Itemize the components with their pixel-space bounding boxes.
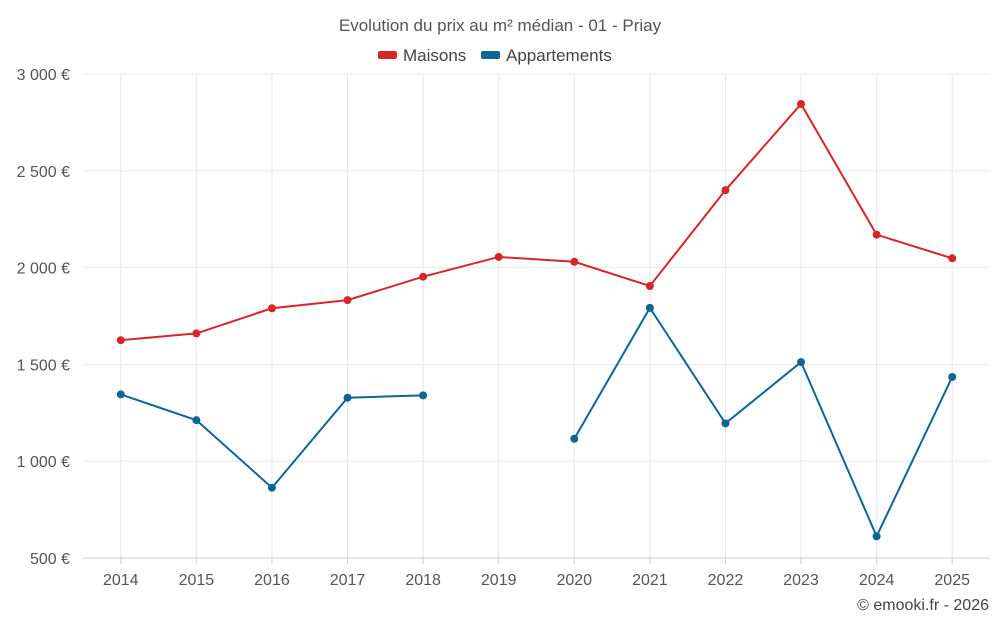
grid <box>83 73 990 558</box>
legend-label: Maisons <box>403 46 466 65</box>
x-tick-label: 2022 <box>708 572 744 589</box>
series-line <box>573 305 954 539</box>
data-point[interactable] <box>116 390 125 399</box>
data-point[interactable] <box>872 532 881 541</box>
x-tick-label: 2023 <box>783 572 819 589</box>
data-point[interactable] <box>645 281 654 290</box>
x-tick-label: 2019 <box>481 572 517 589</box>
x-tick-label: 2016 <box>254 572 290 589</box>
x-tick-label: 2025 <box>934 572 970 589</box>
data-point[interactable] <box>872 230 881 239</box>
series-line <box>120 102 953 342</box>
data-point[interactable] <box>721 186 730 195</box>
series-appartements <box>116 303 957 541</box>
data-point[interactable] <box>570 434 579 443</box>
x-tick-label: 2020 <box>556 572 592 589</box>
chart-title: Evolution du prix au m² médian - 01 - Pr… <box>339 16 662 35</box>
data-point[interactable] <box>419 272 428 281</box>
legend-swatch <box>481 51 500 59</box>
data-point[interactable] <box>343 296 352 305</box>
data-point[interactable] <box>192 416 201 425</box>
data-point[interactable] <box>267 304 276 313</box>
axes: 500 € 1 000 € 1 500 € 2 000 € 2 500 € 3 000 €… <box>17 67 990 589</box>
y-tick-label: 3 000 € <box>17 67 70 84</box>
data-point[interactable] <box>494 252 503 261</box>
x-tick-label: 2014 <box>103 572 139 589</box>
data-point[interactable] <box>419 391 428 400</box>
legend-item-appartements[interactable]: Appartements <box>481 46 612 65</box>
x-tick-label: 2024 <box>859 572 895 589</box>
data-point[interactable] <box>343 393 352 402</box>
y-tick-label: 2 000 € <box>17 261 70 278</box>
legend-label: Appartements <box>506 46 612 65</box>
x-tick-label: 2017 <box>330 572 366 589</box>
credit-text: © emooki.fr - 2026 <box>857 597 989 614</box>
data-point[interactable] <box>267 483 276 492</box>
y-tick-label: 2 500 € <box>17 164 70 181</box>
y-tick-label: 500 € <box>30 551 70 568</box>
data-point[interactable] <box>948 372 957 381</box>
y-tick-label: 1 000 € <box>17 454 70 471</box>
data-point[interactable] <box>797 358 806 367</box>
data-point[interactable] <box>570 257 579 266</box>
data-point[interactable] <box>948 254 957 263</box>
data-point[interactable] <box>797 100 806 109</box>
x-tick-label: 2021 <box>632 572 668 589</box>
legend-swatch <box>378 51 397 59</box>
data-point[interactable] <box>192 329 201 338</box>
legend: Maisons Appartements <box>378 46 612 65</box>
y-tick-label: 1 500 € <box>17 357 70 374</box>
data-point[interactable] <box>116 336 125 345</box>
series-maisons <box>116 100 957 345</box>
data-point[interactable] <box>721 419 730 428</box>
x-tick-label: 2015 <box>179 572 215 589</box>
legend-item-maisons[interactable]: Maisons <box>378 46 466 65</box>
series-layer <box>116 100 957 541</box>
data-point[interactable] <box>645 303 654 312</box>
x-tick-label: 2018 <box>405 572 441 589</box>
